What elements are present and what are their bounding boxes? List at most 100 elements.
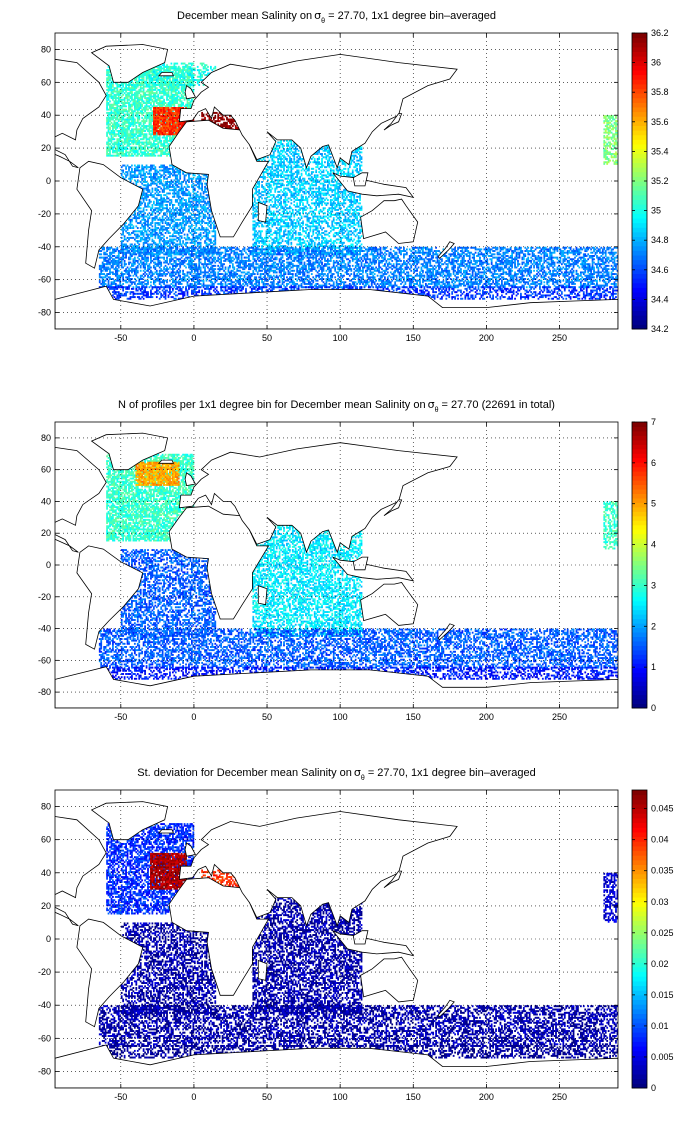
- data-cell: [109, 70, 111, 73]
- data-cell: [106, 97, 108, 100]
- data-cell: [106, 83, 108, 86]
- data-cell: [155, 70, 158, 73]
- data-cell: [144, 105, 146, 108]
- data-cell: [110, 130, 113, 132]
- data-cell: [145, 108, 148, 111]
- data-cell: [139, 128, 142, 131]
- data-cell: [133, 153, 136, 155]
- data-cell: [155, 92, 158, 95]
- data-cell: [107, 153, 110, 155]
- data-cell: [185, 75, 187, 78]
- data-cell: [182, 102, 184, 105]
- data-cell: [113, 110, 116, 113]
- data-cell: [131, 141, 133, 144]
- data-cell: [122, 102, 125, 105]
- data-cell: [128, 120, 130, 123]
- data-cell: [158, 72, 161, 75]
- data-cell: [166, 204, 168, 206]
- data-cell: [125, 130, 127, 132]
- data-cell: [112, 115, 114, 118]
- data-cell: [131, 149, 133, 152]
- data-cell: [160, 105, 163, 108]
- data-cell: [135, 79, 138, 81]
- data-cell: [132, 141, 135, 144]
- data-cell: [132, 93, 135, 96]
- data-cell: [125, 148, 127, 151]
- data-cell: [161, 67, 164, 70]
- data-cell: [110, 115, 113, 118]
- data-cell: [117, 144, 120, 147]
- data-cell: [135, 102, 138, 105]
- data-cell: [158, 85, 161, 88]
- data-cell: [150, 88, 152, 91]
- data-cell: [113, 134, 116, 137]
- data-cell: [179, 67, 182, 70]
- data-cell: [110, 88, 113, 91]
- data-cell: [129, 83, 132, 86]
- data-cell: [113, 108, 116, 111]
- data-cell: [129, 116, 132, 119]
- data-cell: [116, 139, 119, 142]
- data-cell: [144, 149, 146, 152]
- data-cell: [139, 146, 142, 149]
- data-cell: [122, 128, 125, 131]
- data-cell: [158, 70, 161, 73]
- data-cell: [109, 77, 111, 80]
- data-cell: [142, 138, 145, 141]
- data-cell: [117, 102, 120, 105]
- data-cell: [152, 93, 155, 96]
- data-cell: [120, 92, 123, 95]
- data-cell: [160, 153, 163, 155]
- data-cell: [117, 146, 120, 149]
- data-cell: [107, 90, 110, 93]
- data-cell: [151, 70, 154, 73]
- data-cell: [169, 231, 171, 234]
- data-cell: [154, 146, 157, 149]
- data-cell: [112, 136, 114, 139]
- data-cell: [109, 153, 111, 155]
- data-cell: [117, 92, 120, 95]
- data-cell: [119, 92, 122, 95]
- data-cell: [120, 118, 123, 121]
- data-cell: [135, 125, 138, 128]
- data-cell: [157, 95, 160, 98]
- data-cell: [148, 189, 151, 192]
- data-cell: [151, 113, 154, 116]
- data-cell: [132, 225, 135, 228]
- data-cell: [138, 123, 141, 126]
- data-cell: [133, 93, 136, 96]
- data-cell: [112, 88, 114, 91]
- data-cell: [117, 108, 120, 111]
- data-cell: [141, 120, 144, 123]
- data-cell: [152, 151, 155, 154]
- data-cell: [150, 149, 152, 152]
- data-cell: [106, 93, 108, 96]
- data-cell: [152, 141, 155, 144]
- data-cell: [150, 113, 152, 116]
- data-cell: [132, 118, 135, 121]
- data-cell: [128, 110, 130, 113]
- data-cell: [132, 125, 135, 128]
- data-cell: [161, 151, 164, 154]
- data-cell: [155, 146, 158, 149]
- data-cell: [144, 110, 146, 113]
- data-cell: [114, 143, 117, 146]
- data-cell: [114, 128, 117, 131]
- data-cell: [131, 93, 133, 96]
- data-cell: [152, 97, 155, 100]
- data-cell: [160, 80, 163, 83]
- data-cell: [126, 144, 129, 147]
- data-cell: [150, 107, 152, 109]
- data-cell: [161, 97, 164, 100]
- data-cell: [142, 100, 145, 103]
- data-cell: [107, 116, 110, 119]
- data-cell: [141, 95, 144, 98]
- data-cell: [110, 93, 113, 96]
- data-cell: [126, 88, 129, 91]
- data-cell: [161, 90, 164, 93]
- title-rest: = 27.70, 1x1 degree bin–averaged: [325, 10, 496, 22]
- data-cell: [119, 151, 122, 154]
- data-cell: [126, 154, 129, 157]
- data-cell: [106, 121, 108, 124]
